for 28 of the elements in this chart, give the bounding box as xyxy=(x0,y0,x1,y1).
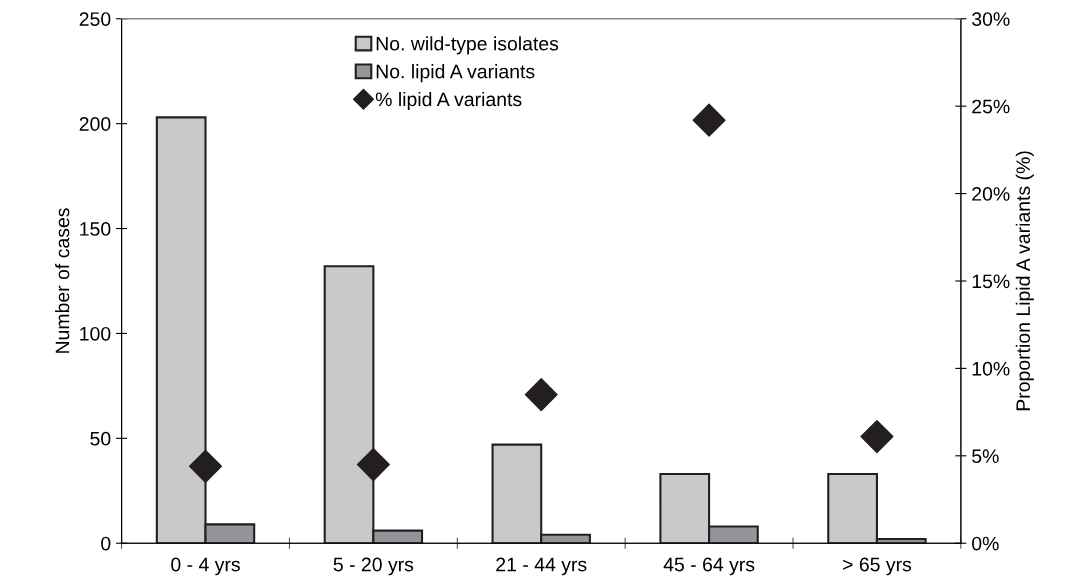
y2-tick-label: 5% xyxy=(972,449,999,464)
legend-label: No. wild-type isolates xyxy=(376,36,559,55)
point xyxy=(188,449,223,483)
y-axis-title: Number of cases xyxy=(55,208,70,353)
x-tick-label: 5 - 20 yrs xyxy=(333,557,414,576)
y-tick-label: 250 xyxy=(79,12,111,26)
y2-tick-label: 15% xyxy=(972,274,1010,289)
y-tick-label: 200 xyxy=(79,117,111,131)
legend-label: No. lipid A variants xyxy=(376,64,535,83)
legend-label: % lipid A variants xyxy=(375,91,522,111)
point xyxy=(860,420,894,454)
x-tick-label: 45 - 64 yrs xyxy=(663,557,755,576)
y2-tick-label: 25% xyxy=(972,99,1010,114)
x-tick-label: 21 - 44 yrs xyxy=(496,557,587,576)
point xyxy=(524,378,558,412)
y-tick-label: 0 xyxy=(101,536,111,551)
point xyxy=(692,103,726,137)
y-tick-label: 150 xyxy=(80,222,111,236)
point xyxy=(356,448,390,482)
y2-tick-label: 0% xyxy=(972,536,999,551)
y2-tick-label: 10% xyxy=(972,361,1010,376)
y-tick-label: 100 xyxy=(80,326,111,341)
y2-tick-label: 20% xyxy=(972,187,1010,201)
x-tick-label: > 65 yrs xyxy=(843,557,912,576)
y2-axis-title: Proportion Lipid A variants (%) xyxy=(1015,151,1034,411)
y2-tick-label: 30% xyxy=(972,12,1010,26)
x-tick-label: 0 - 4 yrs xyxy=(171,557,240,576)
y-tick-label: 50 xyxy=(90,431,111,446)
